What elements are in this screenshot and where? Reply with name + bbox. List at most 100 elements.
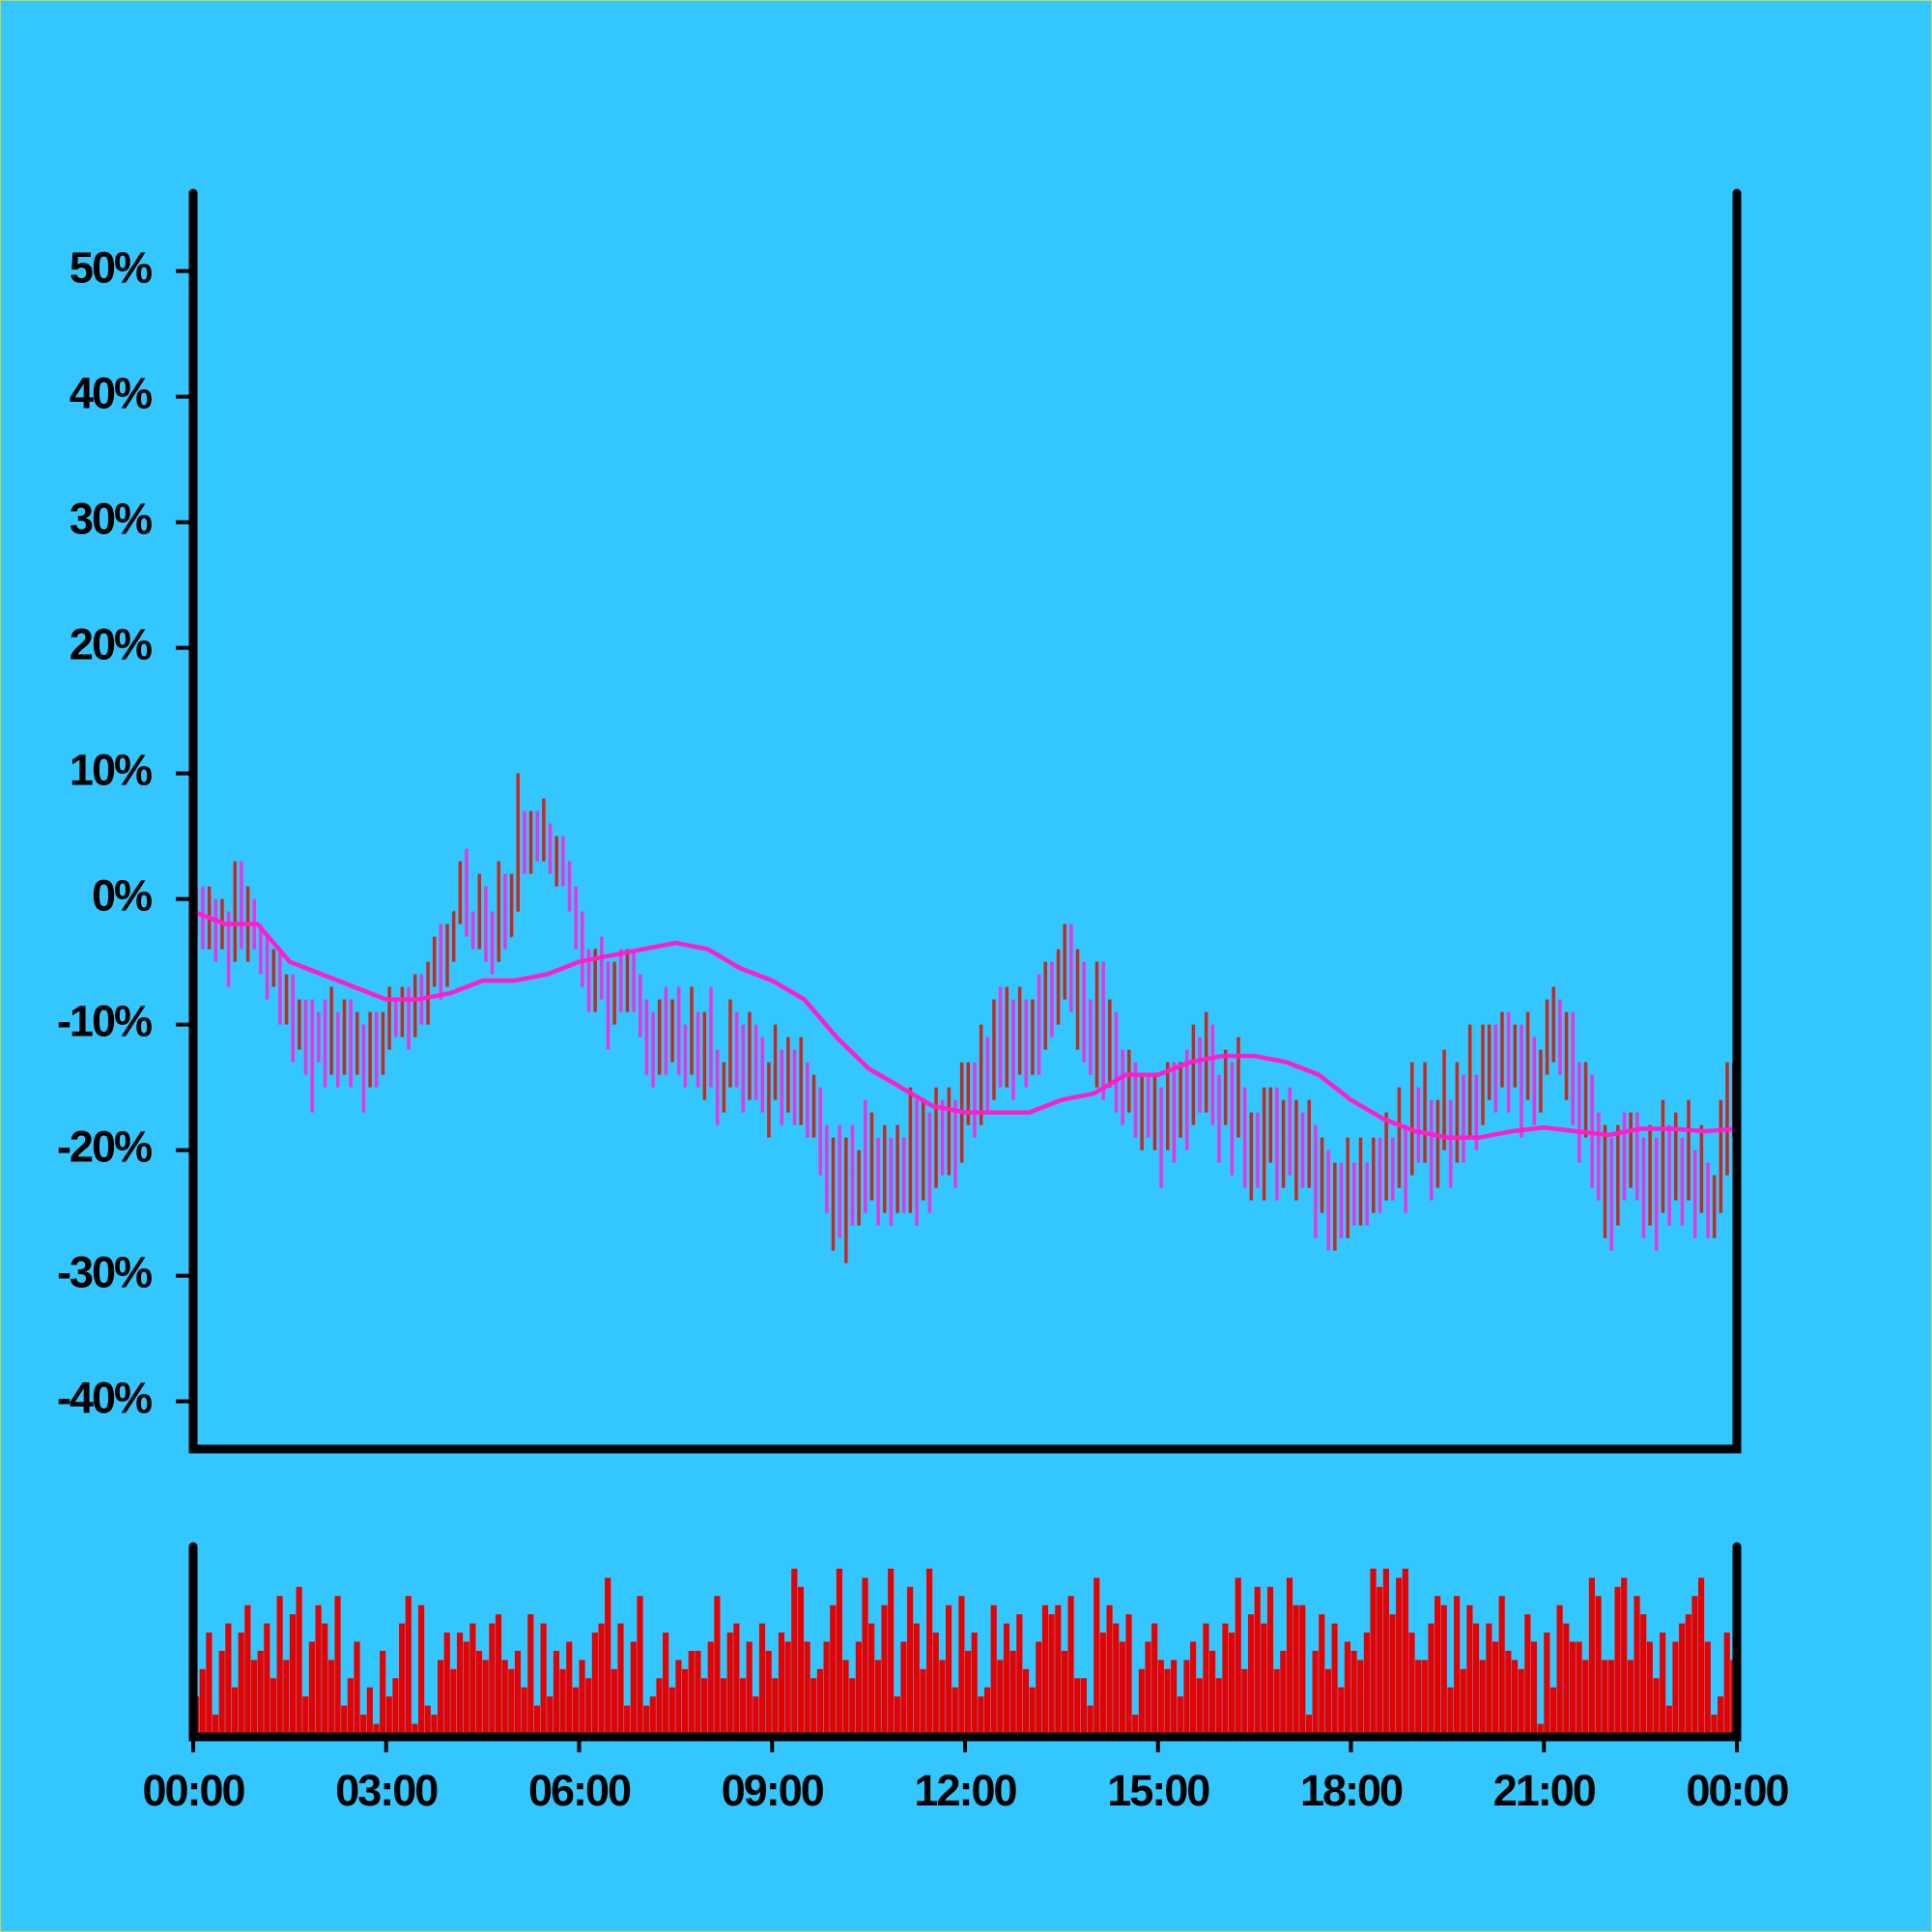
volume-bar bbox=[1421, 1660, 1428, 1733]
volume-bar bbox=[463, 1641, 469, 1733]
volume-bar bbox=[926, 1568, 933, 1733]
x-tick-label: 21:00 bbox=[1493, 1766, 1596, 1815]
volume-bar bbox=[611, 1668, 617, 1733]
volume-bar bbox=[823, 1641, 830, 1733]
volume-bar bbox=[327, 1660, 334, 1733]
volume-bar bbox=[971, 1633, 978, 1733]
volume-bar bbox=[508, 1668, 515, 1733]
volume-bar bbox=[1228, 1633, 1236, 1733]
volume-bar bbox=[1261, 1623, 1267, 1733]
price-frame bbox=[188, 188, 1742, 1454]
volume-bar bbox=[1544, 1633, 1550, 1733]
volume-bar bbox=[1389, 1614, 1396, 1733]
volume-bar bbox=[231, 1687, 239, 1733]
volume-bar bbox=[695, 1650, 701, 1733]
volume-bar bbox=[1241, 1668, 1248, 1733]
volume-bar bbox=[1254, 1586, 1261, 1733]
volume-bar bbox=[385, 1696, 392, 1733]
volume-bar bbox=[392, 1678, 399, 1733]
volume-bar bbox=[894, 1696, 900, 1733]
volume-bar bbox=[218, 1650, 225, 1733]
volume-bar bbox=[1331, 1623, 1338, 1733]
volume-bar bbox=[952, 1687, 958, 1733]
volume-bar bbox=[1106, 1605, 1113, 1733]
volume-bar bbox=[475, 1650, 483, 1733]
volume-bar bbox=[1363, 1633, 1370, 1733]
volume-bar bbox=[913, 1623, 920, 1733]
volume-bar bbox=[1382, 1568, 1389, 1733]
volume-bar bbox=[868, 1623, 875, 1733]
volume-bar bbox=[907, 1586, 914, 1733]
volume-bar bbox=[1377, 1586, 1383, 1733]
volume-bar bbox=[1286, 1577, 1293, 1733]
volume-bar bbox=[965, 1650, 972, 1733]
volume-bar bbox=[1344, 1641, 1350, 1733]
volume-bar bbox=[418, 1605, 425, 1733]
volume-bar bbox=[849, 1678, 856, 1733]
volume-bar bbox=[1003, 1623, 1010, 1733]
volume-bar bbox=[1530, 1641, 1538, 1733]
volume-bar bbox=[1711, 1715, 1718, 1733]
volume-bar bbox=[1203, 1623, 1209, 1733]
volume-bar bbox=[1588, 1577, 1595, 1733]
y-tick-label: 10% bbox=[70, 745, 152, 794]
volume-bar bbox=[585, 1678, 592, 1733]
volume-bar bbox=[1074, 1678, 1081, 1733]
volume-bar bbox=[547, 1696, 554, 1733]
volume-bar bbox=[1293, 1605, 1299, 1733]
volume-bar bbox=[1080, 1678, 1087, 1733]
x-tick-label: 03:00 bbox=[335, 1766, 438, 1815]
volume-bar bbox=[1266, 1586, 1274, 1733]
volume-bar bbox=[257, 1650, 264, 1733]
volume-bar bbox=[1595, 1596, 1602, 1733]
volume-bar bbox=[932, 1633, 939, 1733]
volume-bar bbox=[1473, 1623, 1480, 1733]
volume-bar bbox=[1440, 1605, 1447, 1733]
volume-bar bbox=[296, 1586, 302, 1733]
volume-bar bbox=[443, 1633, 450, 1733]
volume-bar bbox=[302, 1696, 309, 1733]
volume-bar bbox=[1653, 1678, 1660, 1733]
volume-bar bbox=[347, 1678, 354, 1733]
x-tick-label: 00:00 bbox=[1686, 1766, 1788, 1815]
volume-bar bbox=[997, 1660, 1004, 1733]
volume-bar bbox=[264, 1623, 270, 1733]
volume-bar bbox=[983, 1687, 991, 1733]
volume-bar bbox=[1396, 1577, 1403, 1733]
volume-bar bbox=[322, 1623, 328, 1733]
volume-bar bbox=[1614, 1586, 1621, 1733]
volume-bar bbox=[900, 1641, 907, 1733]
volume-bar bbox=[212, 1715, 219, 1733]
volume-bar bbox=[1672, 1641, 1679, 1733]
volume-bar bbox=[1280, 1650, 1287, 1733]
volume-bar bbox=[1466, 1605, 1473, 1733]
volume-bar bbox=[1524, 1614, 1531, 1733]
volume-bar bbox=[566, 1641, 573, 1733]
x-tick-label: 18:00 bbox=[1300, 1766, 1403, 1815]
volume-bar bbox=[559, 1668, 566, 1733]
volume-bar bbox=[1041, 1605, 1049, 1733]
volume-bar bbox=[1055, 1605, 1062, 1733]
volume-bar bbox=[637, 1596, 643, 1733]
volume-bar bbox=[1036, 1641, 1042, 1733]
volume-bar bbox=[688, 1650, 695, 1733]
volume-bar bbox=[707, 1641, 714, 1733]
volume-bar bbox=[1273, 1668, 1280, 1733]
volume-bar bbox=[1312, 1650, 1319, 1733]
volume-bar bbox=[701, 1678, 708, 1733]
volume-bar bbox=[1370, 1568, 1377, 1733]
volume-bar bbox=[1607, 1660, 1614, 1733]
volume-bar bbox=[1247, 1614, 1255, 1733]
volume-bar bbox=[881, 1605, 888, 1733]
volume-bar bbox=[978, 1696, 984, 1733]
volume-bar bbox=[1646, 1641, 1653, 1733]
volume-bar bbox=[514, 1650, 522, 1733]
volume-bar bbox=[874, 1660, 881, 1733]
volume-bar bbox=[784, 1641, 791, 1733]
x-tick-label: 15:00 bbox=[1107, 1766, 1209, 1815]
volume-bar bbox=[630, 1641, 637, 1733]
plot-area bbox=[192, 773, 1738, 1733]
volume-bar bbox=[1029, 1687, 1036, 1733]
y-tick-label: -40% bbox=[57, 1373, 152, 1422]
